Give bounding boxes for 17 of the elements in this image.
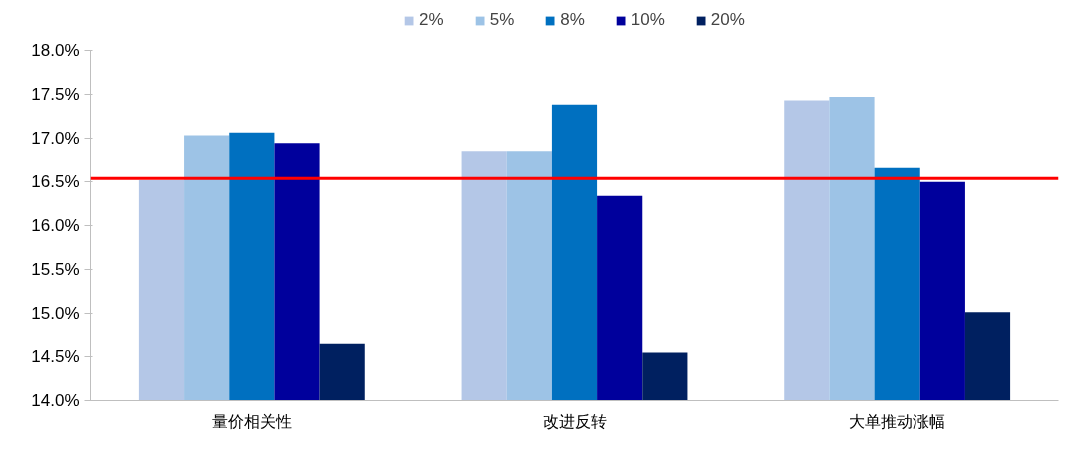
y-tick-label: 17.5%: [31, 84, 80, 104]
legend-label: 5%: [489, 10, 515, 30]
legend-label: 8%: [560, 10, 585, 30]
y-tick-label: 17.0%: [31, 128, 80, 148]
y-tick-label: 18.0%: [31, 41, 80, 60]
y-tick-label: 15.0%: [31, 303, 80, 323]
y-tick-label: 16.0%: [31, 216, 80, 235]
x-tick-label: 大单推动涨幅: [849, 411, 946, 431]
y-tick-label: 14.0%: [31, 391, 80, 410]
y-tick-label: 14.5%: [31, 347, 80, 367]
y-tick-label: 15.5%: [31, 259, 80, 279]
x-tick-label: 量价相关性: [211, 411, 292, 431]
legend-label: 20%: [710, 10, 745, 30]
x-tick-label: 改进反转: [542, 411, 607, 431]
legend-label: 10%: [630, 10, 665, 30]
legend-label: 2%: [419, 10, 444, 30]
y-tick-label: 16.5%: [31, 172, 80, 192]
